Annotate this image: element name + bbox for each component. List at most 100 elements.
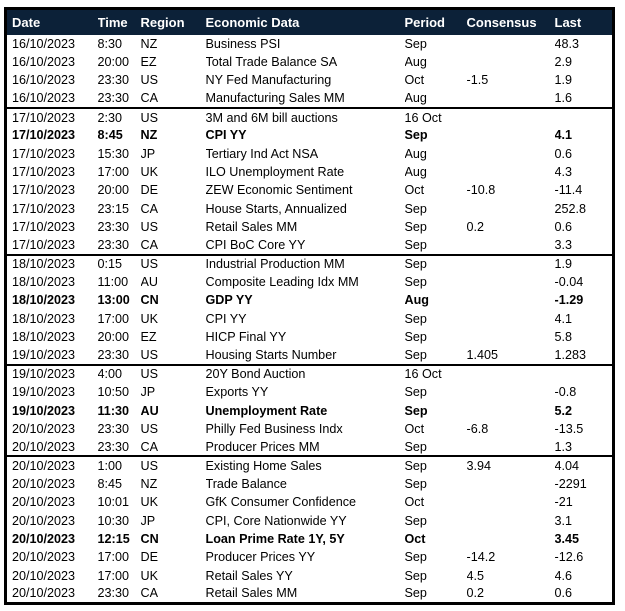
- cell-time: 17:00: [97, 311, 130, 326]
- cell-data: Producer Prices YY: [205, 550, 316, 565]
- cell-last: -0.8: [554, 385, 577, 400]
- cell-data: Tertiary Ind Act NSA: [205, 146, 319, 161]
- cell-data: Composite Leading Idx MM: [205, 275, 359, 290]
- cell-data: Philly Fed Business Indx: [205, 421, 343, 436]
- economic-calendar-table: Date Time Region Economic Data Period Consens…: [4, 7, 615, 605]
- cell-date: 20/10/2023: [12, 550, 76, 565]
- cell-consensus: [467, 145, 555, 163]
- table-row: 16/10/2023 8:30 NZ Business PSI Sep 48.3: [6, 35, 614, 53]
- cell-region: UK: [140, 165, 159, 180]
- cell-consensus: [467, 401, 555, 419]
- cell-data: CPI YY: [205, 128, 247, 143]
- cell-date: 20/10/2023: [12, 531, 76, 546]
- cell-period: Sep: [404, 586, 427, 601]
- cell-last: -12.6: [554, 550, 584, 565]
- cell-data: Business PSI: [205, 36, 281, 51]
- cell-last: 1.9: [554, 73, 573, 88]
- cell-consensus: [467, 163, 555, 181]
- cell-date: 19/10/2023: [12, 403, 76, 418]
- table-row: 18/10/2023 20:00 EZ HICP Final YY Sep 5.8: [6, 328, 614, 346]
- table-row: 20/10/2023 10:01 UK GfK Consumer Confidence…: [6, 493, 614, 511]
- cell-period: Oct: [404, 73, 425, 88]
- cell-last: [554, 363, 614, 384]
- cell-region: CA: [140, 439, 159, 454]
- cell-data: Existing Home Sales: [205, 455, 405, 475]
- table-row: 20/10/2023 23:30 US Philly Fed Business Ind…: [6, 420, 614, 438]
- cell-time: 4:00: [97, 363, 141, 384]
- cell-time: 23:30: [97, 237, 130, 252]
- cell-period: Sep: [404, 311, 427, 326]
- cell-data: Retail Sales MM: [205, 586, 298, 601]
- cell-time: 8:30: [97, 36, 123, 51]
- cell-last: -21: [554, 495, 573, 510]
- cell-region: CN: [140, 293, 159, 308]
- cell-date: 19/10/2023: [12, 385, 76, 400]
- cell-period: Sep: [404, 253, 467, 273]
- cell-period: Sep: [404, 513, 427, 528]
- cell-time: 23:30: [97, 586, 130, 601]
- cell-date: 19/10/2023: [12, 348, 76, 363]
- cell-region: DE: [140, 550, 159, 565]
- cell-consensus: 4.5: [466, 568, 485, 583]
- cell-consensus: -10.8: [466, 183, 496, 198]
- table-row: 17/10/2023 23:15 CA House Starts, Annualize…: [6, 200, 614, 218]
- cell-data: Total Trade Balance SA: [205, 55, 338, 70]
- cell-date: 18/10/2023: [12, 293, 76, 308]
- cell-last: 3.45: [554, 531, 580, 546]
- cell-consensus: [467, 200, 555, 218]
- cell-date: 20/10/2023: [12, 568, 76, 583]
- cell-date: 17/10/2023: [12, 220, 76, 235]
- cell-region: UK: [140, 311, 159, 326]
- cell-region: US: [140, 421, 159, 436]
- cell-period: Oct: [404, 183, 425, 198]
- table-row: 20/10/2023 23:30 CA Producer Prices MM Sep 1.…: [6, 438, 614, 456]
- cell-time: 13:00: [97, 293, 130, 308]
- cell-last: 5.8: [554, 330, 573, 345]
- cell-period: Sep: [404, 237, 427, 252]
- cell-last: 5.2: [554, 403, 573, 418]
- table-row: 17/10/2023 15:30 JP Tertiary Ind Act NSA Aug…: [6, 145, 614, 163]
- cell-consensus: [467, 475, 555, 493]
- cell-last: 3.3: [554, 237, 573, 252]
- cell-period: Sep: [404, 128, 428, 143]
- cell-period: Oct: [404, 531, 426, 546]
- header-row: Date Time Region Economic Data Period Consens…: [5, 8, 614, 35]
- cell-consensus: [466, 363, 555, 384]
- cell-region: US: [140, 106, 206, 127]
- cell-region: US: [140, 73, 159, 88]
- cell-data: Housing Starts Number: [205, 348, 337, 363]
- cell-period: Sep: [404, 385, 427, 400]
- cell-time: 23:15: [97, 201, 130, 216]
- table-row: 20/10/2023 17:00 DE Producer Prices YY Sep -1…: [6, 548, 614, 566]
- cell-period: Aug: [404, 55, 427, 70]
- cell-date: 17/10/2023: [12, 183, 76, 198]
- table-row: 18/10/2023 11:00 AU Composite Leading Idx M…: [6, 273, 614, 291]
- cell-data: CPI YY: [205, 311, 247, 326]
- cell-last: 1.9: [554, 253, 614, 273]
- cell-last: 0.6: [554, 586, 573, 601]
- cell-region: DE: [140, 183, 159, 198]
- table-row: 17/10/2023 20:00 DE ZEW Economic Sentiment O…: [6, 181, 614, 199]
- cell-region: US: [140, 253, 206, 273]
- table-row: 20/10/2023 12:15 CN Loan Prime Rate 1Y, 5Y O…: [6, 530, 614, 548]
- cell-last: -13.5: [554, 421, 584, 436]
- cell-time: 2:30: [97, 106, 141, 127]
- table-row: 20/10/2023 10:30 JP CPI, Core Nationwide YY…: [6, 511, 614, 529]
- cell-period: Sep: [404, 275, 427, 290]
- cell-last: 3.1: [554, 513, 573, 528]
- table-row: 20/10/2023 8:45 NZ Trade Balance Sep -2291: [6, 475, 614, 493]
- cell-time: 15:30: [97, 146, 130, 161]
- cell-period: Sep: [404, 568, 427, 583]
- cell-date: 18/10/2023: [12, 330, 76, 345]
- cell-region: EZ: [140, 55, 157, 70]
- cell-data: HICP Final YY: [205, 330, 287, 345]
- cell-last: 4.1: [554, 311, 573, 326]
- cell-last: -11.4: [554, 183, 583, 198]
- cell-consensus: [467, 273, 555, 291]
- cell-data: CPI BoC Core YY: [205, 237, 306, 252]
- cell-region: JP: [140, 385, 156, 400]
- cell-region: CA: [140, 237, 159, 252]
- cell-last: 252.8: [554, 201, 587, 216]
- cell-data: CPI, Core Nationwide YY: [205, 513, 347, 528]
- cell-region: NZ: [140, 36, 158, 51]
